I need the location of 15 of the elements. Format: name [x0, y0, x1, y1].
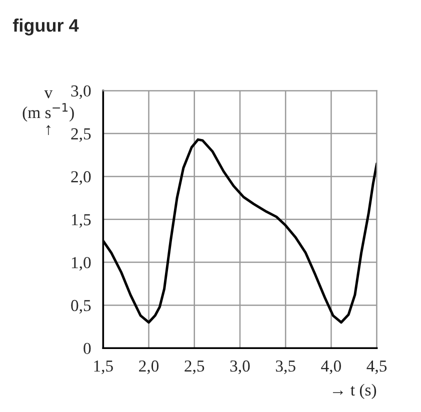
y-tick-label: 0: [84, 342, 91, 354]
y-tick-label: 2,5: [71, 128, 91, 142]
x-tick-label: 3,0: [230, 360, 250, 374]
x-tick-label: 2,0: [139, 360, 159, 374]
x-tick-label: 4,5: [366, 360, 387, 374]
x-tick-label: 3,5: [276, 360, 296, 374]
y-tick-label: 1,5: [72, 214, 91, 228]
x-tick-label: 2,5: [184, 360, 204, 374]
y-tick-label: 1,0: [72, 257, 91, 271]
x-axis-title: → t (s): [332, 384, 376, 399]
chart-title: figuur 4: [12, 18, 79, 36]
x-tick-label: 4,0: [321, 360, 341, 374]
x-tick-label: 1,5: [94, 360, 113, 374]
y-tick-label: 2,0: [71, 171, 91, 185]
y-tick-label: 0,5: [71, 300, 91, 314]
